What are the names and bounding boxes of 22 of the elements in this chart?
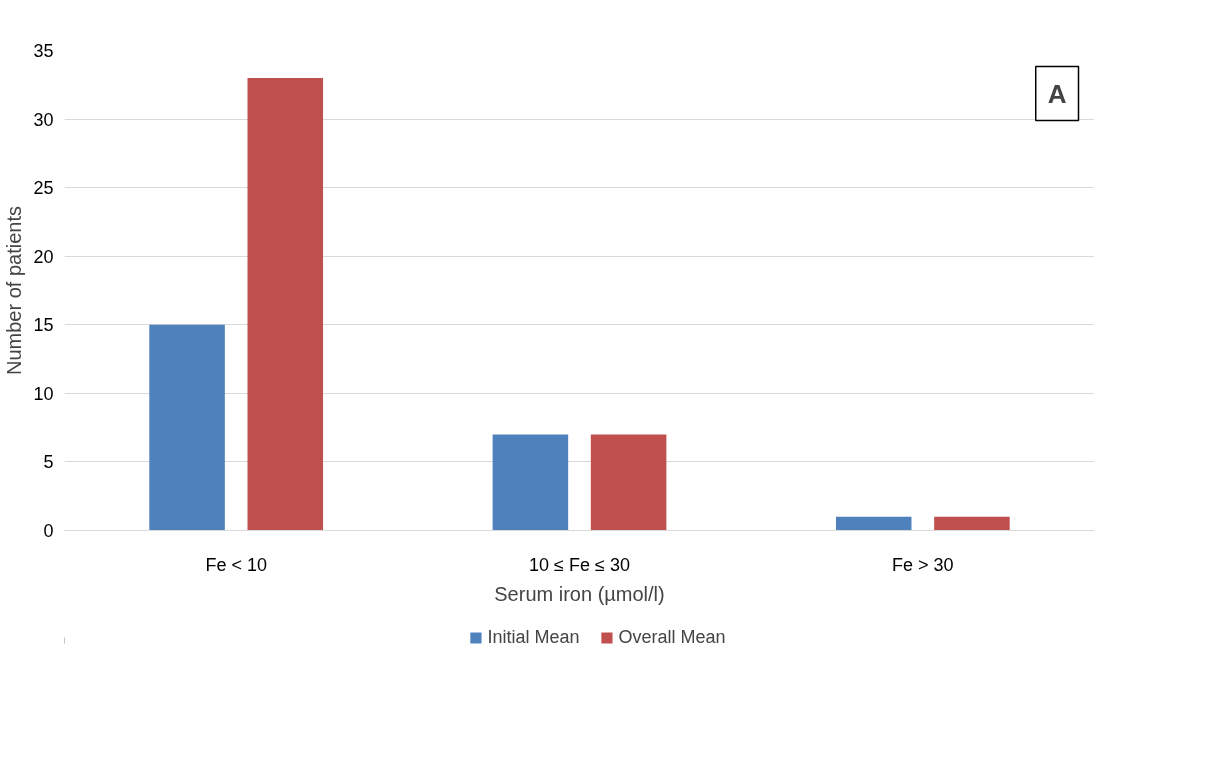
bar [149,324,225,531]
x-tick-label: Fe > 30 [892,554,954,575]
x-tick-label: Fe < 10 [205,554,267,575]
y-tick-label: 25 [33,178,54,199]
legend-label: Initial Mean [487,626,580,648]
legend-label: Overall Mean [618,626,726,648]
y-tick-label: 30 [33,109,54,130]
bar [934,516,1010,531]
bar [590,434,667,531]
y-tick-label: 15 [33,315,54,336]
x-axis-title: Serum iron (µmol/l) [494,582,665,605]
y-tick-label: 35 [33,41,54,61]
bar [492,434,569,531]
y-tick-label: 20 [33,246,54,267]
x-tick-label: 10 ≤ Fe ≤ 30 [529,554,630,575]
y-tick-label: 0 [43,521,54,541]
bar [835,516,912,531]
annotation: A [1047,78,1067,109]
bar [247,77,324,531]
y-tick-label: 10 [33,383,54,404]
y-tick-label: 5 [43,452,54,473]
y-axis-title: Number of patients [3,206,26,375]
